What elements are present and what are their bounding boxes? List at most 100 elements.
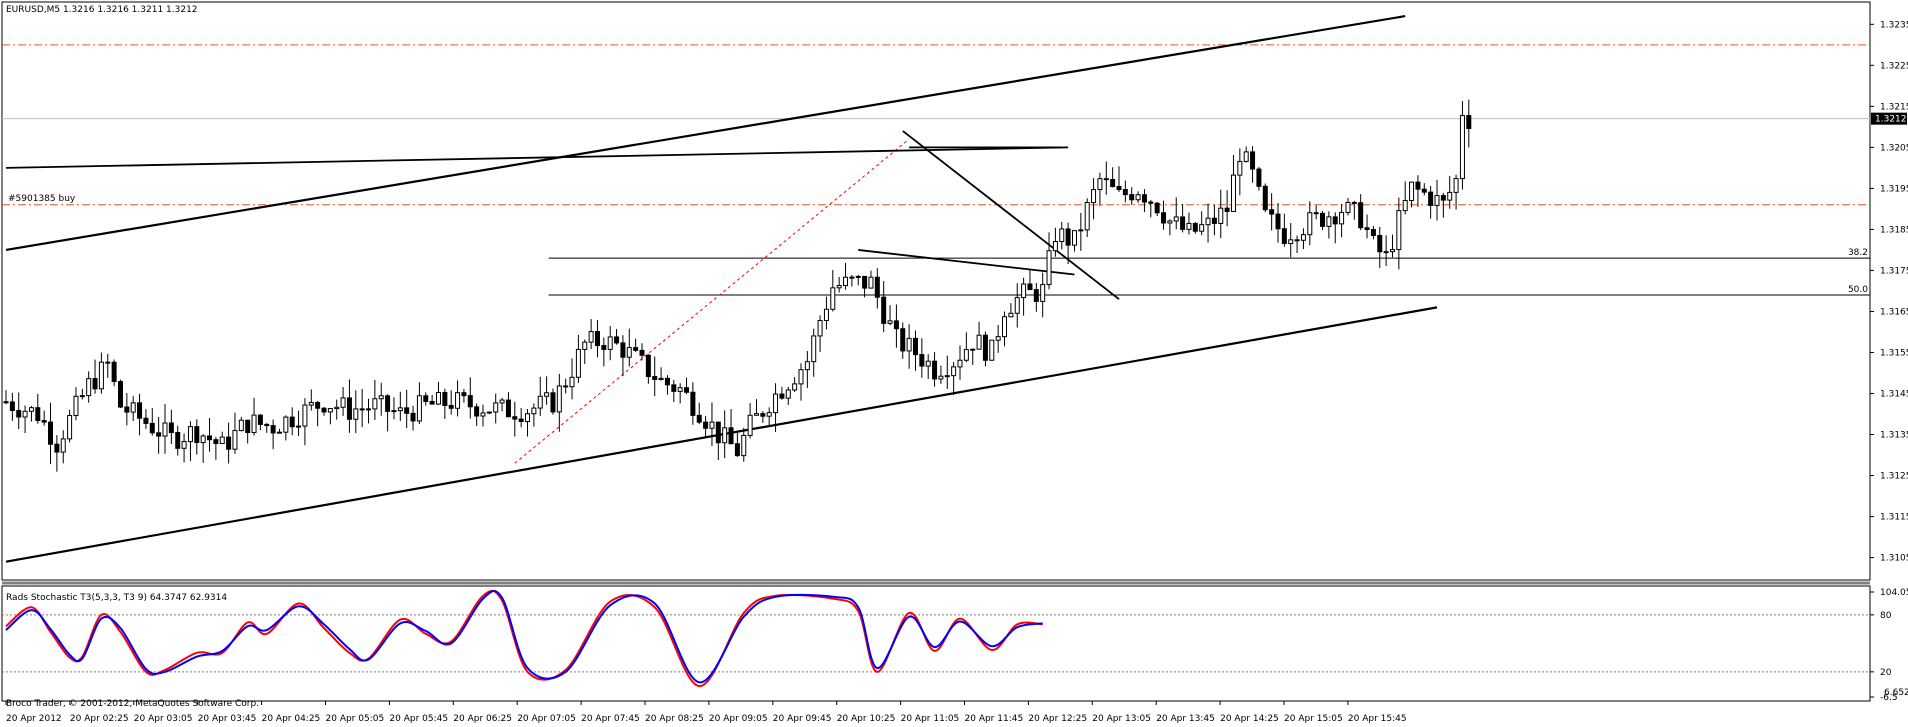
candle[interactable] [474, 403, 480, 426]
candle[interactable] [429, 394, 435, 405]
candle[interactable] [607, 326, 613, 361]
candle[interactable] [887, 305, 893, 326]
candle[interactable] [963, 332, 969, 363]
candle[interactable] [308, 389, 314, 411]
candle[interactable] [881, 281, 887, 333]
candle[interactable] [16, 392, 22, 430]
trendline[interactable] [5, 306, 1438, 563]
candle[interactable] [626, 328, 632, 367]
candle[interactable] [181, 433, 187, 463]
candle[interactable] [346, 379, 352, 433]
candle[interactable] [804, 351, 810, 388]
candle[interactable] [1097, 172, 1103, 207]
candle[interactable] [836, 276, 842, 293]
candle[interactable] [1116, 166, 1122, 192]
candle[interactable] [1237, 148, 1243, 196]
candle[interactable] [811, 328, 817, 377]
candle[interactable] [442, 388, 448, 419]
candle[interactable] [1307, 201, 1313, 246]
candle[interactable] [257, 414, 263, 431]
candle[interactable] [912, 330, 918, 371]
candle[interactable] [35, 393, 41, 424]
candle[interactable] [1409, 181, 1415, 208]
candle[interactable] [404, 389, 410, 429]
candle[interactable] [563, 378, 569, 394]
candle[interactable] [1364, 214, 1370, 239]
candle[interactable] [1230, 155, 1236, 212]
candle[interactable] [448, 390, 454, 415]
candle[interactable] [951, 361, 957, 396]
candle[interactable] [1199, 211, 1205, 236]
candle[interactable] [130, 396, 136, 422]
candle[interactable] [995, 325, 1001, 353]
candle[interactable] [86, 371, 92, 403]
candle[interactable] [1103, 161, 1109, 195]
candle[interactable] [1129, 187, 1135, 205]
candle[interactable] [353, 390, 359, 434]
candle[interactable] [435, 381, 441, 405]
candle[interactable] [1180, 203, 1186, 233]
trendline[interactable] [5, 15, 1406, 252]
candle[interactable] [3, 390, 9, 405]
candle[interactable] [1224, 190, 1230, 227]
stochastic-main-line[interactable] [5, 589, 1043, 688]
fib-trend-line[interactable] [514, 138, 910, 464]
candle[interactable] [1071, 230, 1077, 252]
candle[interactable] [550, 388, 556, 415]
candle[interactable] [645, 354, 651, 384]
candle[interactable] [582, 339, 588, 364]
stochastic-signal-line[interactable] [5, 589, 1043, 684]
candle[interactable] [773, 383, 779, 432]
trendline[interactable] [902, 130, 1120, 300]
candle[interactable] [1167, 219, 1173, 236]
candle[interactable] [283, 415, 289, 441]
candle[interactable] [1002, 311, 1008, 347]
candle[interactable] [455, 380, 461, 417]
candle[interactable] [359, 389, 365, 428]
candle[interactable] [1428, 186, 1434, 219]
candle[interactable] [1466, 99, 1472, 148]
candle[interactable] [1262, 183, 1268, 213]
candle[interactable] [156, 417, 162, 454]
candle[interactable] [1351, 200, 1357, 220]
candle[interactable] [779, 386, 785, 400]
candle[interactable] [1091, 178, 1097, 220]
candle[interactable] [1250, 146, 1256, 183]
candle[interactable] [1389, 234, 1395, 258]
candle[interactable] [976, 321, 982, 350]
candle[interactable] [493, 393, 499, 424]
trendline[interactable] [858, 249, 1075, 276]
candle[interactable] [1256, 167, 1262, 191]
candle[interactable] [1269, 193, 1275, 231]
candle[interactable] [175, 425, 181, 456]
candle[interactable] [1192, 222, 1198, 234]
candle[interactable] [766, 407, 772, 427]
candle[interactable] [1294, 235, 1300, 254]
candle[interactable] [276, 428, 282, 434]
candle[interactable] [544, 376, 550, 405]
candle[interactable] [200, 434, 206, 463]
candle[interactable] [982, 331, 988, 367]
candle[interactable] [213, 437, 219, 460]
candle[interactable] [385, 394, 391, 432]
candle[interactable] [728, 409, 734, 445]
candle[interactable] [1135, 191, 1141, 203]
candle[interactable] [849, 275, 855, 287]
candle[interactable] [1008, 303, 1014, 318]
candle[interactable] [792, 377, 798, 393]
candle[interactable] [594, 320, 600, 358]
candle[interactable] [397, 391, 403, 421]
candle[interactable] [372, 379, 378, 421]
candle[interactable] [1033, 282, 1039, 312]
candle[interactable] [264, 423, 270, 433]
candle[interactable] [1243, 146, 1249, 163]
candle[interactable] [1040, 272, 1046, 318]
candle[interactable] [60, 430, 66, 464]
candle[interactable] [556, 373, 562, 432]
candle[interactable] [48, 402, 54, 465]
candle[interactable] [416, 382, 422, 425]
candle[interactable] [1320, 210, 1326, 231]
candle[interactable] [219, 431, 225, 444]
candle[interactable] [1148, 199, 1154, 218]
candle[interactable] [111, 359, 117, 387]
